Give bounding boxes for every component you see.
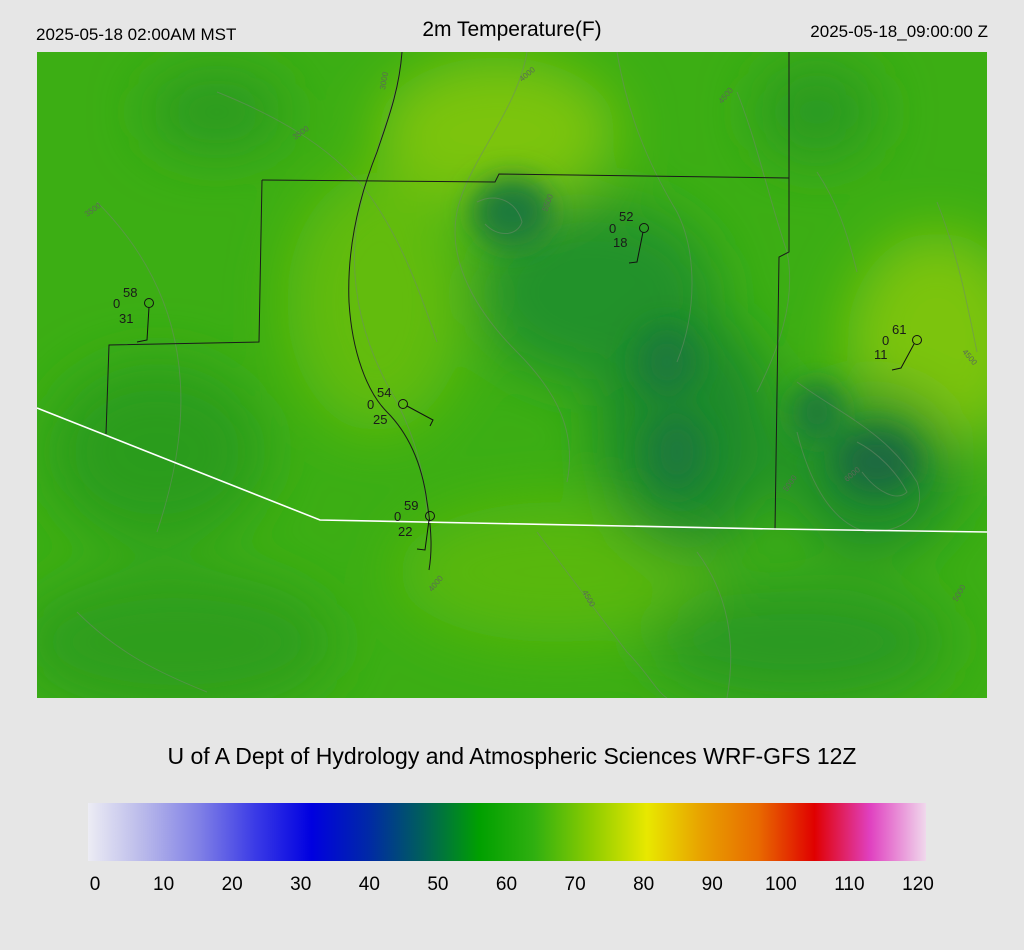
colorbar-tick-labels: 0 10 20 30 40 50 60 70 80 90 100 110 120 — [0, 874, 1024, 904]
station-circle — [425, 511, 435, 521]
station-visibility: 0 — [394, 509, 401, 524]
station-temp: 52 — [619, 209, 633, 224]
colorbar-tick-label: 80 — [633, 874, 655, 895]
station-east[interactable]: 61 0 11 — [874, 322, 922, 371]
local-time-label: 2025-05-18 02:00AM MST — [36, 25, 237, 44]
colorbar-tick-label: 120 — [902, 874, 934, 895]
station-temp: 58 — [123, 285, 137, 300]
station-visibility: 0 — [367, 397, 374, 412]
station-dewpoint: 11 — [874, 347, 888, 362]
station-temp: 61 — [892, 322, 906, 337]
colorbar-tick-label: 60 — [495, 874, 518, 895]
station-dewpoint: 22 — [398, 524, 412, 539]
station-central[interactable]: 54 0 25 — [367, 385, 434, 427]
station-visibility: 0 — [882, 333, 889, 348]
station-circle — [912, 335, 922, 345]
station-northeast[interactable]: 52 0 18 — [609, 209, 649, 264]
colorbar-tick-label: 70 — [564, 874, 586, 895]
colorbar-tick-label: 100 — [764, 874, 797, 895]
station-circle — [398, 399, 408, 409]
contour-label: 3000 — [378, 71, 390, 91]
station-dewpoint: 25 — [373, 412, 387, 427]
colorbar-tick-label: 110 — [834, 874, 865, 895]
wind-barb — [891, 343, 915, 371]
cold-pockets — [472, 177, 917, 494]
elevation-contours — [76, 52, 978, 698]
valid-time-label: 2025-05-18_09:00:00 Z — [810, 22, 988, 41]
colorbar-tick-label: 40 — [358, 874, 380, 895]
county-borders — [105, 52, 790, 571]
station-visibility: 0 — [113, 296, 120, 311]
station-circle — [639, 223, 649, 233]
map-title: 2m Temperature(F) — [422, 18, 602, 41]
temperature-map[interactable]: 3000 3500 4000 4500 5000 5500 6000 3500 … — [37, 52, 987, 698]
colorbar-tick-label: 0 — [89, 874, 101, 895]
colorbar-tick-label: 90 — [701, 874, 723, 895]
station-plots: 58 0 31 54 0 25 59 0 22 52 — [113, 209, 922, 551]
colorbar-tick-label: 20 — [221, 874, 243, 895]
station-temp: 54 — [377, 385, 391, 400]
credit-line: U of A Dept of Hydrology and Atmospheric… — [167, 743, 857, 769]
temperature-colorbar — [88, 803, 926, 861]
wind-barb — [136, 306, 150, 343]
wind-barb — [628, 231, 644, 264]
station-south[interactable]: 59 0 22 — [394, 498, 435, 551]
station-dewpoint: 31 — [119, 311, 133, 326]
colorbar-tick-label: 10 — [153, 874, 175, 895]
station-west[interactable]: 58 0 31 — [113, 285, 154, 343]
station-dewpoint: 18 — [613, 235, 627, 250]
wind-barb — [406, 405, 434, 427]
station-visibility: 0 — [609, 221, 616, 236]
temperature-field — [37, 57, 987, 698]
colorbar-tick-label: 30 — [290, 874, 312, 895]
station-temp: 59 — [404, 498, 418, 513]
colorbar-tick-label: 50 — [427, 874, 449, 895]
state-border — [37, 407, 987, 533]
wind-barb — [416, 519, 430, 551]
